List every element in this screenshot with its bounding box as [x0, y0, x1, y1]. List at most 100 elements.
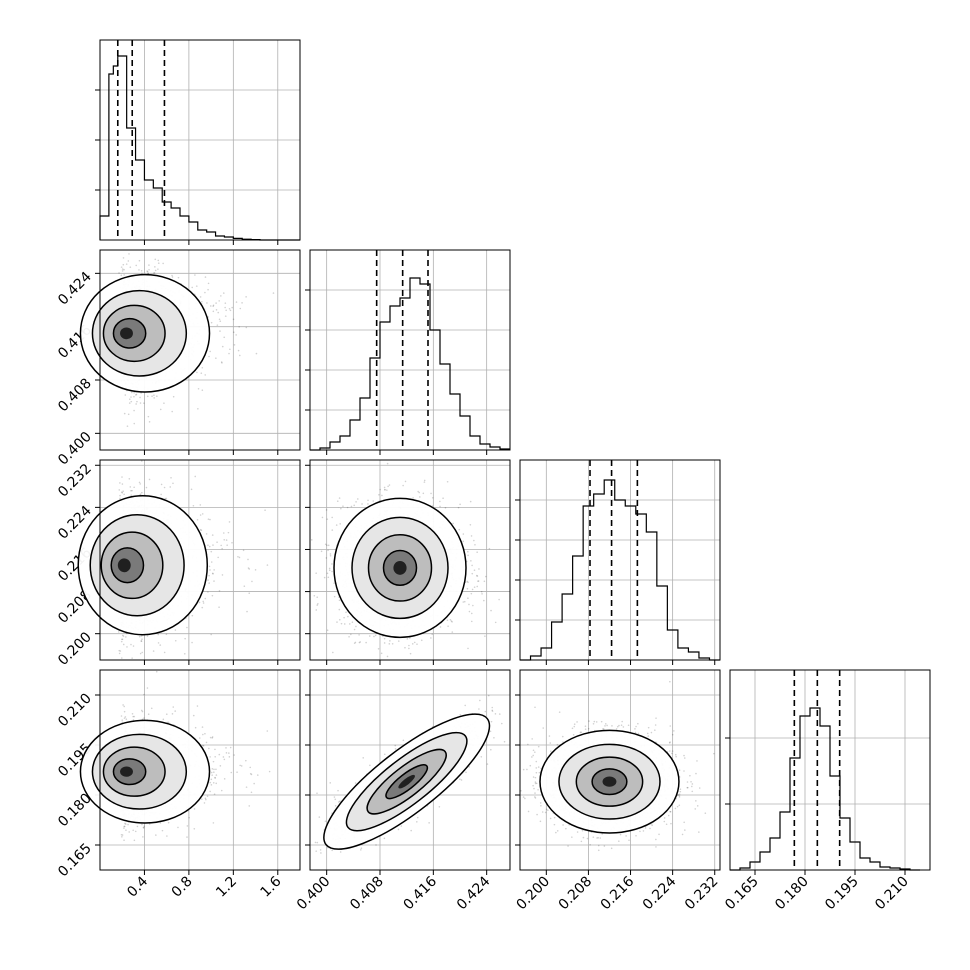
scatter-2-0-point [141, 491, 143, 494]
scatter-2-0-point [238, 556, 241, 559]
scatter-1-0-point [238, 326, 240, 328]
scatter-2-0-point [202, 602, 205, 604]
scatter-2-0-point [121, 483, 124, 485]
scatter-1-0-point [153, 272, 155, 274]
scatter-1-0-point [224, 302, 227, 304]
scatter-1-0-contours [79, 273, 211, 393]
scatter-1-0-point [146, 270, 149, 273]
scatter-2-0-point [172, 482, 174, 485]
scatter-1-0-point [201, 366, 204, 369]
scatter-1-0-point [224, 306, 226, 309]
scatter-2-0-point [228, 521, 231, 523]
scatter-2-0-point [159, 644, 162, 646]
scatter-1-0-point [209, 305, 212, 307]
scatter-2-0-point [139, 652, 142, 655]
scatter-2-0-point [210, 550, 213, 553]
scatter-1-0-point [165, 238, 167, 240]
scatter-2-0-point [199, 528, 202, 531]
scatter-2-0-point [117, 631, 120, 633]
scatter-2-1-point [325, 509, 328, 511]
scatter-1-0-point [206, 302, 208, 304]
scatter-2-0-point [160, 493, 162, 496]
scatter-1-0-point [127, 260, 130, 262]
scatter-1-0-point [195, 285, 198, 287]
scatter-2-0-point [152, 650, 155, 652]
scatter-1-0-point [208, 355, 210, 358]
scatter-2-1-point [483, 599, 485, 602]
scatter-1-0-point [123, 268, 125, 271]
scatter-2-0-point [154, 429, 156, 431]
scatter-2-0-point [222, 532, 225, 534]
scatter-2-1-point [326, 572, 329, 575]
scatter-2-0-point [208, 565, 211, 568]
scatter-2-0-point [199, 514, 202, 516]
scatter-2-0-point [184, 637, 186, 640]
scatter-2-0-point [218, 606, 220, 608]
scatter-2-0-point [186, 626, 188, 629]
scatter-2-0-point [207, 518, 210, 520]
scatter-1-0-point [154, 258, 157, 261]
scatter-2-0-point [216, 541, 218, 543]
scatter-2-0-contour [117, 558, 131, 573]
scatter-2-0-point [119, 497, 121, 500]
scatter-2-0-point [118, 652, 121, 655]
scatter-1-0-point [197, 407, 199, 410]
scatter-1-0-point [130, 396, 132, 398]
scatter-2-1-point [328, 567, 331, 570]
scatter-2-0-point [123, 493, 125, 496]
scatter-2-0-point [226, 544, 228, 546]
scatter-2-0-point [130, 643, 132, 646]
scatter-2-1-point [383, 642, 386, 644]
scatter-1-0-point [200, 372, 203, 375]
scatter-1-0-ytick-label: 0.424 [55, 269, 95, 309]
scatter-2-1-point [463, 600, 466, 603]
scatter-2-0-point [139, 493, 142, 496]
scatter-1-0-point [212, 310, 215, 313]
scatter-2-0-point [196, 518, 199, 521]
scatter-2-0-point [210, 633, 212, 636]
scatter-2-0-point [248, 592, 251, 595]
scatter-1-0-point [123, 412, 126, 415]
scatter-1-0-point [210, 321, 213, 324]
scatter-1-0-point [148, 268, 150, 271]
scatter-2-0-point [169, 486, 172, 488]
scatter-1-0-point [235, 334, 237, 336]
scatter-1-0-point [159, 408, 162, 411]
scatter-1-0-point [235, 301, 238, 303]
scatter-1-0-point [306, 346, 308, 348]
scatter-1-0-point [121, 270, 124, 272]
scatter-2-1-point [320, 550, 323, 553]
scatter-2-0-point [130, 489, 132, 492]
scatter-2-0-point [174, 639, 177, 642]
scatter-2-0-point [118, 489, 121, 491]
scatter-2-0-point [207, 591, 209, 593]
scatter-2-0-point [242, 549, 245, 552]
scatter-1-0-point [177, 276, 180, 279]
scatter-2-0-point [119, 482, 121, 484]
scatter-2-1-point [458, 528, 461, 531]
scatter-1-0-point [215, 309, 218, 311]
scatter-2-0-contours [77, 495, 209, 636]
scatter-2-0-point [194, 475, 197, 478]
scatter-1-0-point [228, 308, 231, 310]
scatter-1-0-point [199, 296, 202, 298]
scatter-1-0-point [237, 349, 240, 352]
scatter-2-0-point [128, 477, 131, 480]
scatter-2-0-point [243, 585, 246, 587]
scatter-1-0-point [154, 266, 156, 268]
scatter-1-0-point [121, 268, 124, 270]
scatter-1-0-point [228, 352, 230, 355]
scatter-2-0-point [207, 544, 209, 547]
scatter-2-1-point [442, 497, 444, 500]
scatter-2-0-point [126, 646, 128, 648]
scatter-2-1-point [484, 575, 487, 578]
scatter-2-0-point [183, 653, 186, 655]
scatter-1-0-point [125, 263, 128, 265]
scatter-1-0-point [207, 288, 209, 291]
scatter-2-0-point [220, 544, 222, 547]
scatter-1-0-point [162, 262, 164, 265]
scatter-1-0-point [120, 274, 123, 277]
scatter-2-0-point [129, 486, 132, 488]
scatter-1-0-point [135, 394, 137, 396]
scatter-2-0-frame [99, 459, 301, 661]
